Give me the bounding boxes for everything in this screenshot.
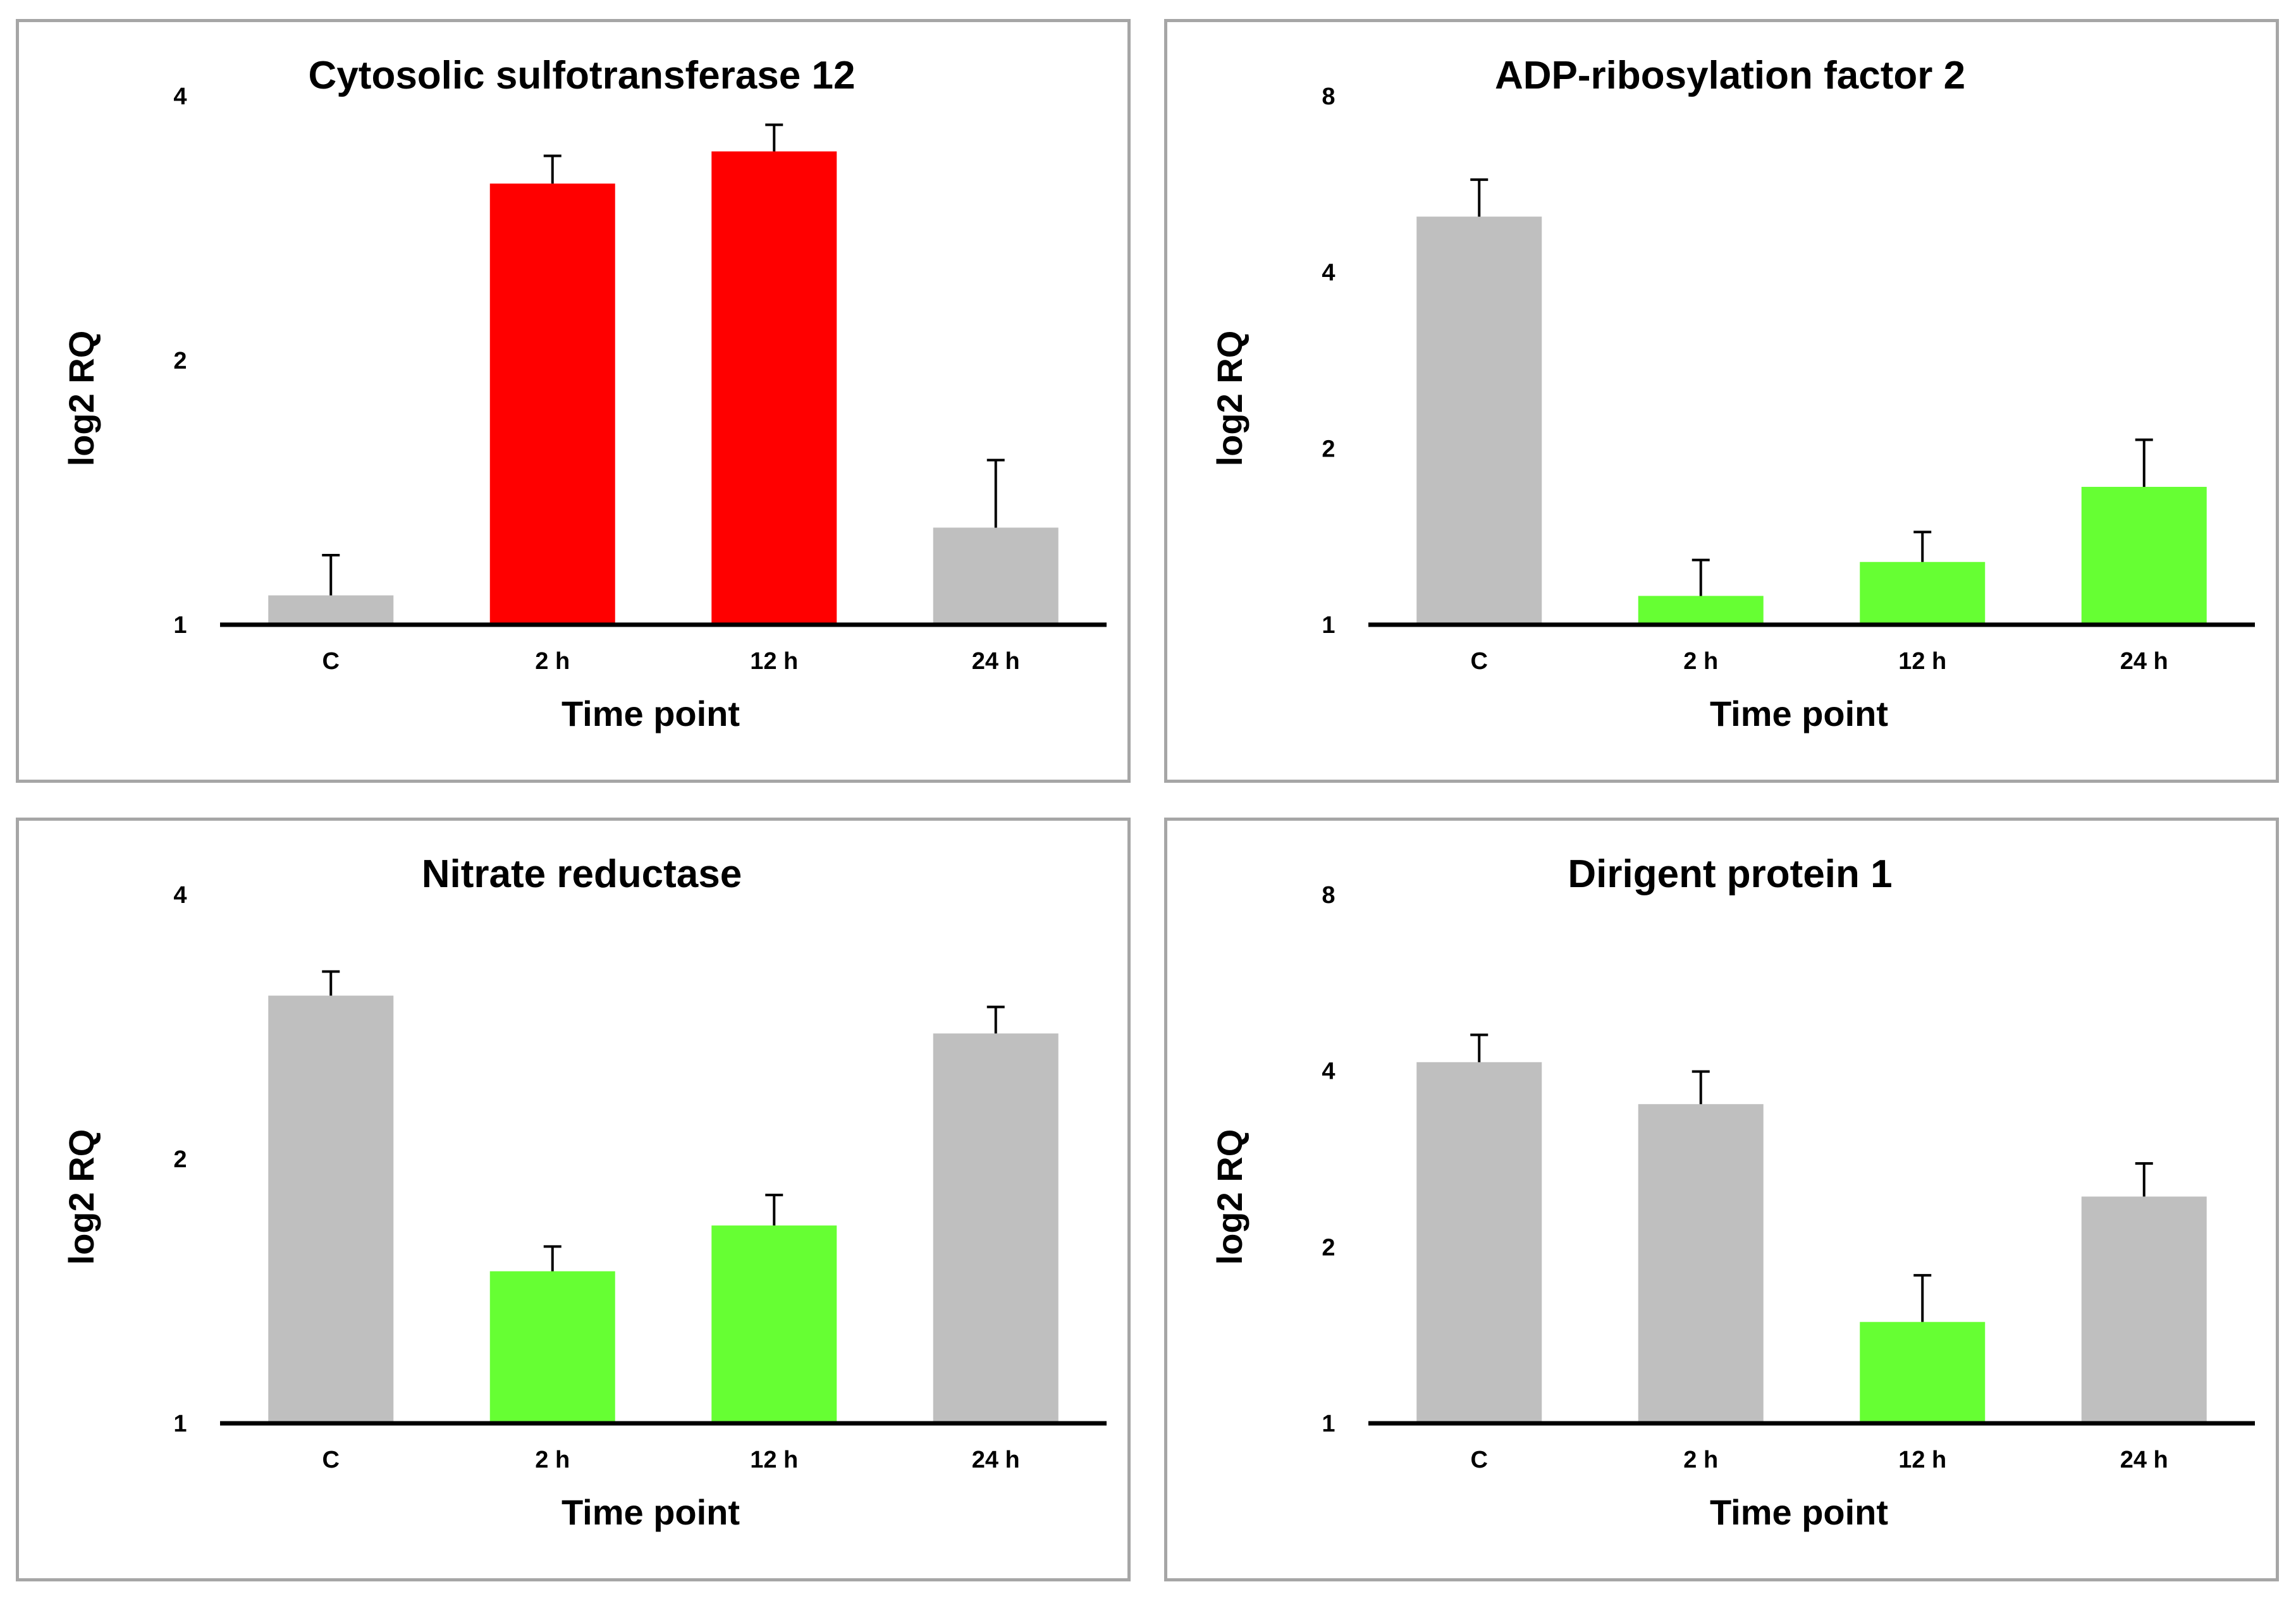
- chart-panel-3: Nitrate reductase 1 2 4 log2 RQ C 2 h 12 h 24 h T…: [16, 818, 1131, 1581]
- bar-1: [268, 995, 394, 1423]
- chart-panel-2: ADP-ribosylation factor 2 1 2 4 8 log2 RQ C 2 h…: [1164, 19, 2279, 783]
- x-axis-label: Time point: [562, 694, 740, 733]
- x-tick-label: 24 h: [2120, 1447, 2168, 1473]
- x-tick-label: C: [322, 1447, 340, 1473]
- bar-1: [268, 595, 394, 625]
- bar-4: [2081, 486, 2207, 625]
- bar-4: [2081, 1196, 2207, 1423]
- bar-4: [933, 1033, 1059, 1423]
- y-tick-label: 1: [1322, 1411, 1335, 1437]
- y-tick-label: 4: [173, 882, 187, 909]
- y-tick-label: 1: [173, 1411, 187, 1437]
- x-tick-label: 12 h: [1898, 648, 1946, 675]
- y-tick-label: 2: [1322, 1234, 1335, 1261]
- x-tick-label: C: [1471, 648, 1488, 675]
- x-axis-label: Time point: [1710, 694, 1888, 733]
- y-tick-label: 8: [1322, 83, 1335, 110]
- y-tick-label: 2: [173, 1146, 187, 1173]
- y-tick-label: 8: [1322, 882, 1335, 909]
- chart-2: ADP-ribosylation factor 2 1 2 4 8 log2 RQ C 2 h…: [1210, 54, 2255, 733]
- chart-4: Dirigent protein 1 1 2 4 8 log2 RQ C 2 h 12 h 24 …: [1210, 852, 2255, 1532]
- y-axis-label: log2 RQ: [61, 331, 101, 467]
- y-tick-label: 4: [1322, 1058, 1335, 1085]
- y-axis-label: log2 RQ: [1210, 331, 1249, 467]
- chart-1: Cytosolic sulfotransferase 12 1 2 4 log2 RQ C…: [61, 54, 1107, 733]
- x-tick-label: 24 h: [2120, 648, 2168, 675]
- x-tick-label: 24 h: [972, 1447, 1020, 1473]
- bar-2: [489, 1271, 615, 1423]
- y-tick-label: 2: [173, 348, 187, 374]
- x-tick-label: 12 h: [750, 1447, 798, 1473]
- chart-3: Nitrate reductase 1 2 4 log2 RQ C 2 h 12 h 24 h T…: [61, 852, 1107, 1532]
- bar-3: [711, 1225, 837, 1423]
- bar-2: [1638, 596, 1764, 625]
- chart-title: ADP-ribosylation factor 2: [1495, 54, 1965, 97]
- y-tick-label: 4: [173, 83, 187, 110]
- bar-3: [1860, 561, 1986, 625]
- chart-panel-4: Dirigent protein 1 1 2 4 8 log2 RQ C 2 h 12 h 24 …: [1164, 818, 2279, 1581]
- bar-3: [1860, 1322, 1986, 1423]
- y-axis-label: log2 RQ: [1210, 1129, 1249, 1265]
- x-tick-label: 2 h: [1683, 648, 1718, 675]
- x-axis-label: Time point: [1710, 1492, 1888, 1532]
- x-tick-label: 2 h: [1683, 1447, 1718, 1473]
- x-tick-label: 2 h: [535, 1447, 570, 1473]
- chart-title: Dirigent protein 1: [1568, 852, 1892, 896]
- y-tick-label: 2: [1322, 436, 1335, 462]
- bar-3: [711, 151, 837, 625]
- y-axis-label: log2 RQ: [61, 1129, 101, 1265]
- y-tick-label: 1: [1322, 612, 1335, 639]
- chart-panel-1: Cytosolic sulfotransferase 12 1 2 4 log2 RQ C…: [16, 19, 1131, 783]
- bar-2: [1638, 1104, 1764, 1423]
- x-tick-label: C: [1471, 1447, 1488, 1473]
- bar-1: [1416, 216, 1542, 625]
- chart-title: Cytosolic sulfotransferase 12: [309, 54, 856, 97]
- x-axis-label: Time point: [562, 1492, 740, 1532]
- bar-2: [489, 183, 615, 625]
- x-tick-label: 2 h: [535, 648, 570, 675]
- chart-title: Nitrate reductase: [422, 852, 742, 896]
- x-tick-label: 12 h: [750, 648, 798, 675]
- x-tick-label: 24 h: [972, 648, 1020, 675]
- x-tick-label: 12 h: [1898, 1447, 1946, 1473]
- bar-1: [1416, 1062, 1542, 1423]
- bar-4: [933, 527, 1059, 625]
- y-tick-label: 1: [173, 612, 187, 639]
- x-tick-label: C: [322, 648, 340, 675]
- y-tick-label: 4: [1322, 260, 1335, 286]
